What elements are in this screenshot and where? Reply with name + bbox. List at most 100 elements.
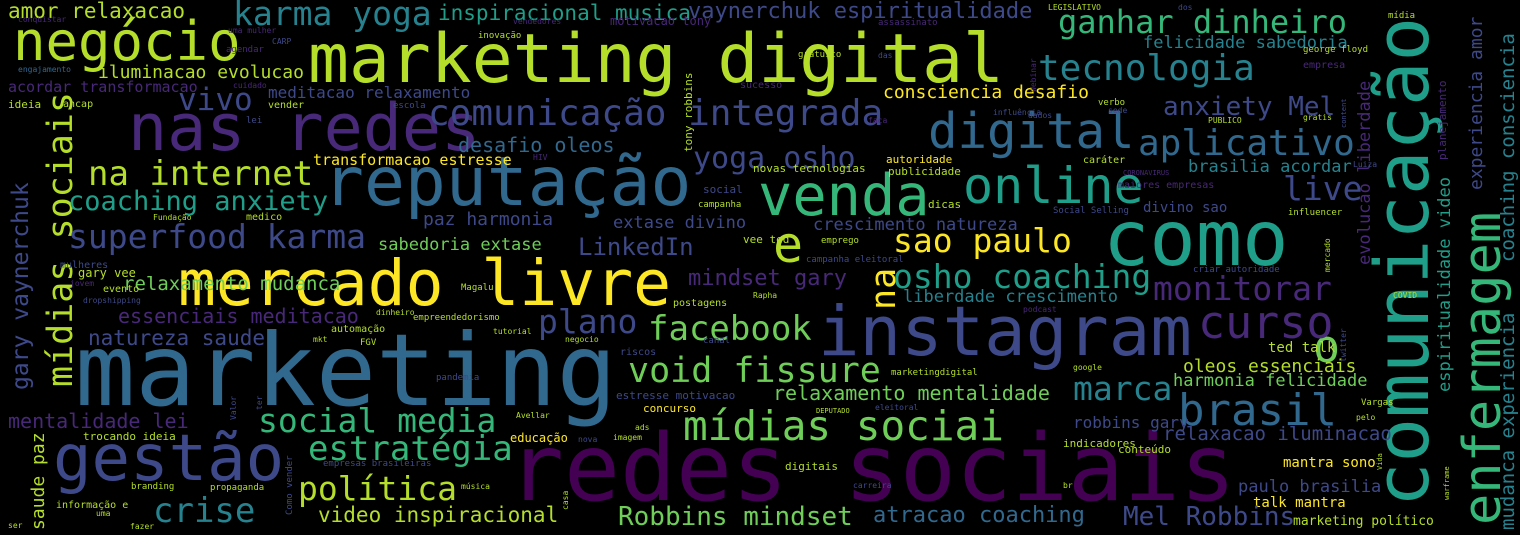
word: Como vender: [285, 455, 295, 515]
word: twitter: [1339, 328, 1348, 362]
word: planejamento: [1436, 81, 1449, 160]
word: gratis: [1303, 113, 1332, 122]
word: dropshipping: [83, 296, 141, 305]
word: divino sao: [1143, 200, 1227, 216]
word: superfood karma: [68, 217, 366, 256]
word: indicadores: [1063, 437, 1136, 450]
word: branding: [131, 482, 174, 492]
word: Valor: [229, 396, 238, 420]
word: karma yoga: [233, 0, 432, 33]
word: coaching consciencia: [1497, 33, 1519, 262]
word: natureza saude: [88, 326, 265, 350]
word: paulo brasilia: [1238, 477, 1381, 497]
word: COVID: [1393, 291, 1417, 300]
word: uma: [96, 509, 111, 518]
word: DEPUTADO: [816, 407, 850, 415]
word: brasil: [1178, 385, 1337, 436]
word: amor relaxacao: [8, 0, 185, 23]
word: talk mantra: [1253, 495, 1346, 511]
word: mindset gary: [688, 266, 847, 291]
word: pelo: [1356, 413, 1375, 422]
word: robbins gary: [1073, 413, 1189, 432]
word: ganhar dinheiro: [1058, 3, 1347, 41]
word: campanha eleitoral: [806, 255, 904, 265]
word: mídias sociai: [683, 402, 1004, 450]
word: vivo: [178, 82, 253, 118]
word: das: [878, 51, 893, 60]
word: essenciais meditacao: [118, 304, 359, 328]
word: CORONAVIRUS: [1123, 169, 1169, 177]
word: publicidade: [888, 165, 961, 178]
word: FGV: [360, 338, 377, 348]
word: assassinato: [878, 18, 938, 28]
word: extase divino: [613, 213, 746, 233]
word: gestão: [53, 422, 284, 496]
word: comunicação integrada: [428, 93, 883, 134]
word: tecnologia: [1038, 48, 1255, 89]
word: uma mulher: [228, 26, 276, 35]
word: espiritualidade video: [1435, 177, 1455, 392]
word: online: [963, 157, 1144, 215]
word: marca: [1073, 369, 1172, 408]
word: george floyd: [1303, 45, 1368, 55]
word: relaxacao iluminacao: [1163, 423, 1392, 445]
word: podcast: [1023, 305, 1057, 314]
word: inovação: [478, 31, 521, 41]
word: anxiety Mel: [1163, 92, 1335, 122]
word: imagem: [613, 433, 642, 442]
word: reputação: [323, 143, 691, 222]
word: yoga osho: [693, 141, 856, 176]
word: pandemia: [436, 373, 479, 383]
word: felicidade sabedoria: [1143, 33, 1348, 53]
word: void fissure: [628, 351, 881, 391]
word: Webinar: [1029, 58, 1038, 92]
word: como: [1103, 195, 1288, 284]
word: carreira: [853, 481, 892, 490]
word: na: [864, 268, 904, 310]
word: influencer: [1288, 208, 1343, 218]
word: concurso: [643, 402, 696, 415]
word: faça: [868, 116, 887, 125]
word: estresse motivacao: [616, 389, 735, 402]
word: negócio: [13, 10, 241, 73]
word: mentalidade lei: [8, 409, 189, 433]
word: casa: [561, 491, 570, 510]
word: dinheiro: [376, 308, 415, 317]
word: influência: [993, 107, 1041, 117]
word: Rapha: [753, 291, 777, 300]
word: nova: [578, 435, 597, 444]
word: música: [461, 482, 490, 491]
word: autoridade: [886, 153, 952, 166]
word: gary vaynerchuk: [8, 182, 34, 390]
word: video inspiracional: [318, 503, 558, 527]
word: motivacao tony: [610, 14, 711, 28]
word: ted talk: [1268, 340, 1336, 356]
word: empresa: [1303, 60, 1345, 71]
word: eleitoral: [875, 403, 919, 412]
word: CARP: [272, 37, 291, 46]
word: informação e: [56, 500, 128, 511]
word: vaynerchuk espiritualidade: [688, 0, 1032, 24]
word: gary vee: [78, 266, 136, 280]
word: sabedoria extase: [378, 235, 542, 255]
word: relaxamento mentalidade: [773, 381, 1050, 405]
word: facebook: [648, 309, 812, 349]
word: lei: [246, 116, 262, 126]
word: PUBLICO: [1208, 116, 1242, 125]
word: Vida: [1376, 453, 1384, 470]
word: content: [1340, 98, 1348, 128]
word: marketing: [75, 312, 617, 429]
word: Fundação: [153, 213, 192, 222]
word: curso: [1198, 296, 1333, 349]
word: medico: [246, 212, 282, 223]
word: evolucao liberdade: [1355, 81, 1375, 265]
word: Avellar: [516, 411, 550, 420]
word: crise: [153, 491, 255, 531]
word: cuidado: [233, 81, 267, 90]
word: LEGISLATIVO: [1048, 3, 1101, 12]
word: empresas brasileiras: [323, 459, 431, 469]
word: automação: [331, 324, 385, 335]
word: estratégia: [308, 429, 513, 469]
word: comunicação: [1360, 17, 1446, 507]
